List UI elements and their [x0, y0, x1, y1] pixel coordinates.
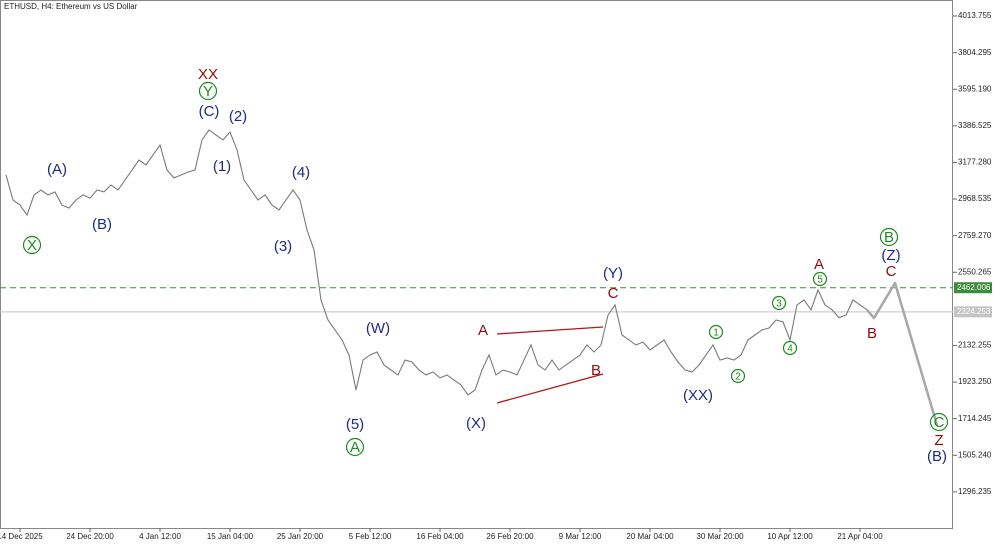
wave-label: (A) [47, 161, 67, 178]
y-tick-label: 2550.265 [958, 267, 992, 276]
wave-label: Z [934, 432, 943, 449]
wave-circle [812, 271, 828, 287]
y-tick-label: 2759.270 [958, 231, 992, 240]
x-tick-label: 4 Jan 12:00 [139, 532, 181, 541]
wave-label: XX [198, 66, 218, 83]
wave-label: Y [203, 83, 213, 100]
wave-label: A [350, 439, 360, 456]
price-label: 2324.253 [957, 307, 991, 316]
wave-label: B [591, 362, 601, 379]
plot-frame [0, 0, 953, 529]
wave-circle [708, 324, 724, 340]
x-tick-label: 16 Feb 04:00 [416, 532, 464, 541]
x-tick-label: 15 Jan 04:00 [207, 532, 254, 541]
wave-circle [198, 81, 218, 101]
wave-label: B [884, 229, 894, 246]
y-tick-label: 1505.240 [958, 450, 992, 459]
wave-circle [879, 227, 899, 247]
y-tick-label: 3595.190 [958, 84, 992, 93]
wave-circle [929, 412, 949, 432]
wave-label: (B) [92, 216, 112, 233]
price-label-box [954, 282, 992, 294]
price-line-series [5, 129, 868, 396]
x-tick-label: 24 Dec 20:00 [66, 532, 114, 541]
y-tick-label: 2132.255 [958, 341, 992, 350]
wave-label: X [27, 237, 37, 254]
x-tick-label: 10 Apr 12:00 [767, 532, 813, 541]
wave-label: A [478, 322, 488, 339]
wave-circle [730, 368, 746, 384]
wave-circle [782, 340, 798, 356]
chart-layer: 4013.755 3804.295 3595.190 3386.525 3177.280… [0, 11, 992, 541]
y-tick-label: 1296.235 [958, 487, 992, 496]
wave-label: C [608, 285, 619, 302]
wave-circle [771, 295, 787, 311]
wave-label: B [867, 325, 877, 342]
x-tick-label: 9 Mar 12:00 [559, 532, 602, 541]
trend-line-upper [496, 326, 604, 335]
y-tick-label: 3804.295 [958, 48, 992, 57]
wave-label: C [886, 263, 897, 280]
wave-label: 3 [776, 299, 782, 310]
x-tick-label: 21 Apr 04:00 [837, 532, 883, 541]
wave-label: C [934, 414, 945, 431]
x-tick-label: 26 Feb 20:00 [486, 532, 534, 541]
wave-label: A [814, 256, 824, 273]
wave-circle [22, 235, 42, 255]
chart-title: ETHUSD, H4: Ethereum vs US Dollar [4, 2, 138, 11]
x-tick-label: 20 Mar 04:00 [626, 532, 674, 541]
price-label-box [954, 306, 992, 318]
wave-label: (4) [292, 164, 310, 181]
trend-line-lower [496, 373, 604, 404]
x-tick-label: 14 Dec 2025 [0, 532, 43, 541]
wave-label: (3) [274, 238, 292, 255]
wave-label: (C) [199, 103, 220, 120]
x-tick-label: 5 Feb 12:00 [349, 532, 392, 541]
wave-label: (Y) [603, 265, 623, 282]
wave-label: (XX) [683, 387, 713, 404]
wave-label: (B) [927, 448, 947, 465]
wave-label: 5 [817, 275, 823, 286]
x-tick-label: 25 Jan 20:00 [277, 532, 324, 541]
y-tick-label: 3177.280 [958, 158, 992, 167]
y-tick-label: 2968.535 [958, 194, 992, 203]
wave-circle [345, 437, 365, 457]
y-tick-label: 1923.250 [958, 377, 992, 386]
price-label: 2462.006 [957, 283, 991, 292]
wave-label: (2) [229, 108, 247, 125]
x-tick-label: 30 Mar 20:00 [696, 532, 744, 541]
y-tick-label: 3386.525 [958, 121, 992, 130]
wave-label: 1 [713, 328, 719, 339]
y-tick-label: 4013.755 [958, 11, 992, 20]
wave-label: (X) [466, 415, 486, 432]
wave-label: (W) [366, 320, 390, 337]
wave-label: 4 [787, 344, 793, 355]
y-tick-label: 1714.245 [958, 414, 992, 423]
wave-label: (1) [213, 158, 231, 175]
wave-label: (Z) [881, 247, 900, 264]
forecast-path [866, 281, 939, 426]
wave-label: 2 [735, 372, 741, 383]
wave-label: (5) [346, 416, 364, 433]
